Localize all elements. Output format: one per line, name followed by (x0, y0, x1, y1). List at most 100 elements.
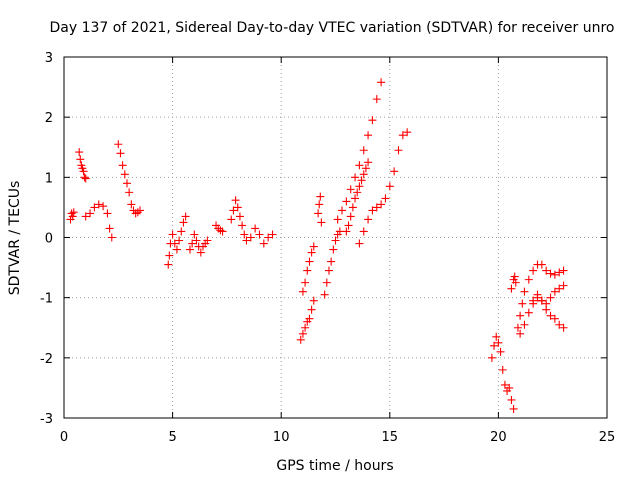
data-point (518, 299, 527, 308)
data-point (333, 215, 342, 224)
data-point (251, 224, 260, 233)
data-point (338, 206, 347, 215)
data-point (177, 227, 186, 236)
y-tick-label: -3 (40, 412, 53, 427)
data-point (524, 308, 533, 317)
data-point (368, 116, 377, 125)
data-point (76, 155, 85, 164)
data-point (385, 182, 394, 191)
data-point (116, 149, 125, 158)
data-point (342, 227, 351, 236)
data-point (403, 128, 412, 137)
data-point (555, 268, 564, 277)
data-point (494, 338, 503, 347)
y-tick-label: 2 (45, 111, 53, 126)
data-point (86, 209, 95, 218)
data-point (555, 284, 564, 293)
data-point (305, 314, 314, 323)
data-point (355, 161, 364, 170)
data-point (372, 203, 381, 212)
data-point (487, 353, 496, 362)
data-point (359, 146, 368, 155)
series-arc-10 (298, 242, 318, 296)
data-point (114, 140, 123, 149)
data-point (242, 236, 251, 245)
data-point (359, 170, 368, 179)
data-point (329, 245, 338, 254)
data-point (529, 266, 538, 275)
data-point (296, 335, 305, 344)
series-arc-3 (81, 200, 116, 242)
data-point (75, 148, 84, 157)
data-point (559, 266, 568, 275)
data-point (509, 404, 518, 413)
data-point (520, 287, 529, 296)
data-point (505, 383, 514, 392)
data-point (179, 218, 188, 227)
data-point (68, 212, 77, 221)
data-point (546, 269, 555, 278)
y-axis-title: SDTVAR / TECUs (7, 181, 23, 296)
data-point (264, 233, 273, 242)
data-point (94, 200, 103, 209)
data-point (559, 323, 568, 332)
data-point (133, 208, 142, 217)
data-point (127, 200, 136, 209)
data-point (192, 236, 201, 245)
data-point (317, 218, 326, 227)
series-arc-6 (185, 230, 212, 257)
data-point (105, 224, 114, 233)
data-point (351, 173, 360, 182)
data-point (168, 230, 177, 239)
data-point (550, 287, 559, 296)
data-point (550, 314, 559, 323)
data-point (507, 395, 516, 404)
data-point (320, 290, 329, 299)
data-point (550, 270, 559, 279)
data-point (331, 236, 340, 245)
data-point (533, 293, 542, 302)
series-arc-11 (314, 192, 326, 227)
series-arc-7 (212, 221, 227, 236)
data-point (507, 284, 516, 293)
data-point (231, 196, 240, 205)
data-point (372, 95, 381, 104)
data-point (301, 323, 310, 332)
data-point (537, 260, 546, 269)
data-point (196, 248, 205, 257)
data-point (359, 227, 368, 236)
data-point (216, 226, 225, 235)
data-point (520, 320, 529, 329)
data-point (327, 257, 336, 266)
series-arc-5 (164, 212, 190, 269)
data-point (314, 209, 323, 218)
data-point (172, 245, 181, 254)
series-arc-1 (66, 208, 78, 224)
data-point (164, 260, 173, 269)
data-point (377, 200, 386, 209)
x-tick-label: 20 (490, 430, 507, 445)
series-arc-8 (227, 196, 277, 248)
data-point (364, 158, 373, 167)
data-point (500, 380, 509, 389)
y-tick-label: -2 (40, 352, 53, 367)
data-point (513, 323, 522, 332)
data-point (235, 212, 244, 221)
data-point (524, 275, 533, 284)
data-point (511, 278, 520, 287)
data-point (398, 131, 407, 140)
data-point (510, 272, 519, 281)
series-arc-9 (296, 296, 318, 344)
data-point (303, 266, 312, 275)
y-tick-label: 1 (45, 171, 53, 186)
data-point (496, 347, 505, 356)
data-point (498, 365, 507, 374)
y-tick-label: 0 (45, 232, 53, 247)
x-axis-title: GPS time / hours (276, 458, 393, 474)
data-point (324, 266, 333, 275)
data-point (229, 206, 238, 215)
data-point (120, 170, 129, 179)
x-tick-label: 0 (60, 430, 68, 445)
data-point (346, 212, 355, 221)
data-point (322, 278, 331, 287)
